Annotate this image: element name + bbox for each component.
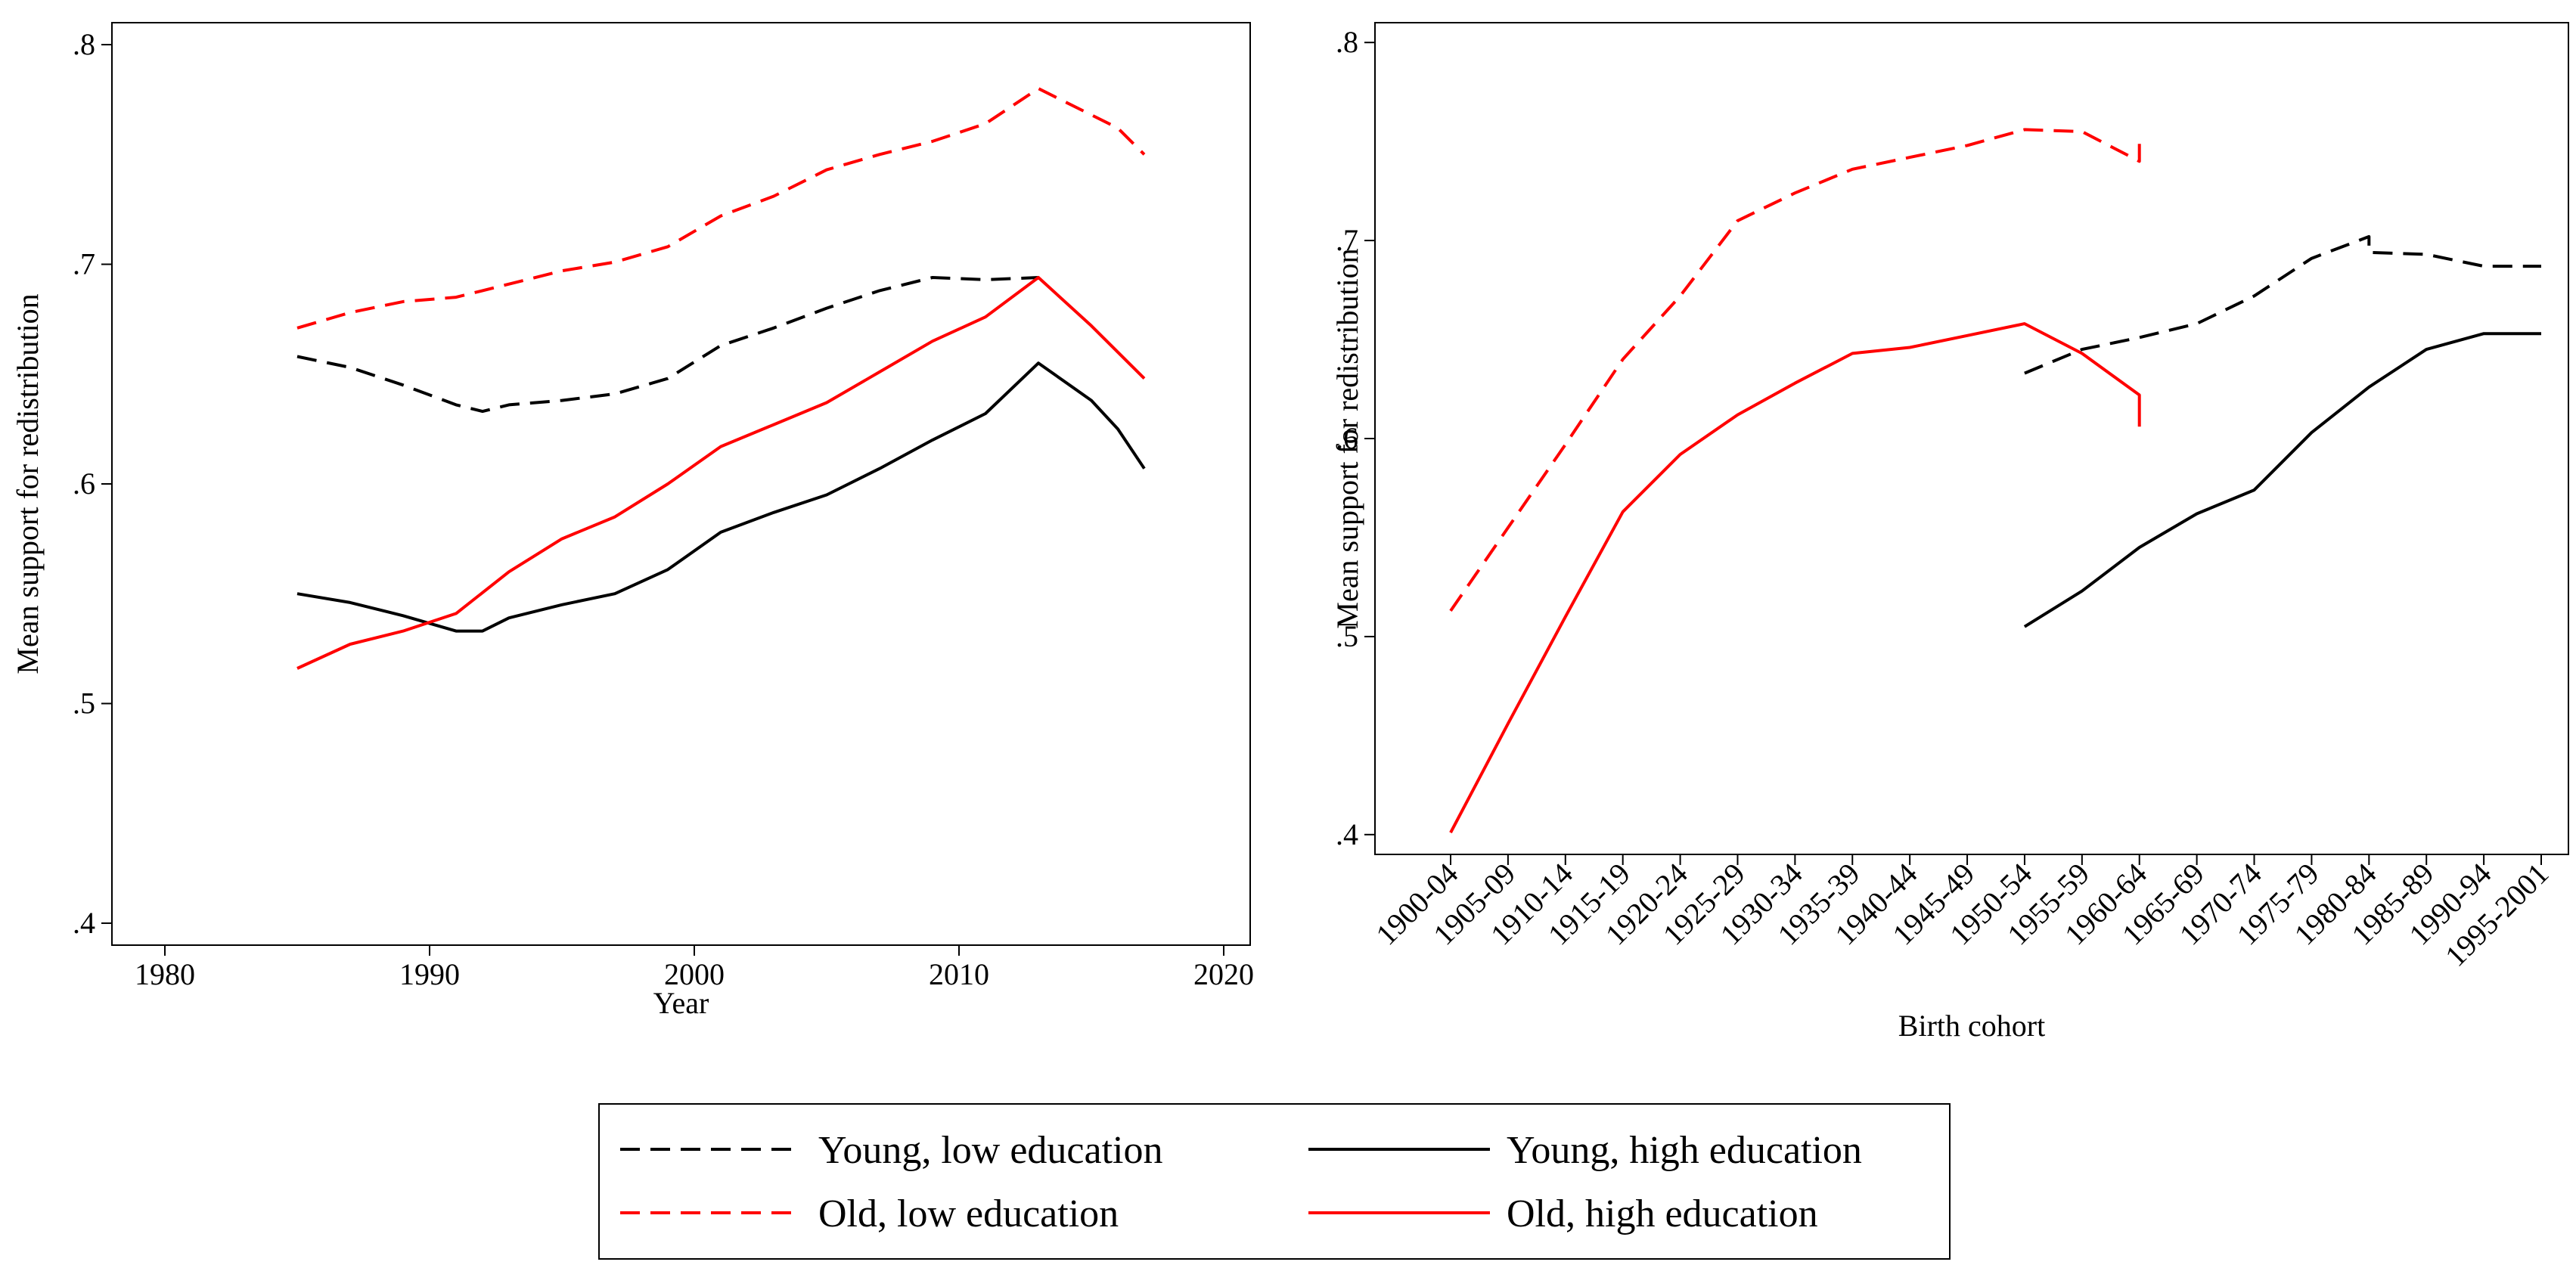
- series-group-cohort: [1449, 128, 2541, 834]
- series-line: [296, 276, 1146, 670]
- y-axis-cohort: .4 .5 .6 .7 .8: [1336, 25, 1375, 851]
- series-line: [2023, 332, 2541, 628]
- x-tick-label: 2010: [929, 957, 989, 991]
- series-group-year: [296, 87, 1146, 670]
- x-tick-label: 1980: [135, 957, 195, 991]
- legend-label: Young, high education: [1507, 1129, 1862, 1172]
- x-axis-title-cohort: Birth cohort: [1898, 1009, 2045, 1043]
- y-tick-label: .5: [73, 686, 95, 720]
- legend-box: [598, 1103, 1951, 1260]
- series-line: [296, 276, 1039, 414]
- x-tick-label: 1990: [399, 957, 460, 991]
- panel-year: .4 .5 .6 .7 .8 1980 1990 2000 2010 2020 Year Mea…: [11, 22, 1254, 1020]
- y-tick-label: .6: [73, 467, 95, 501]
- x-tick-label: 2000: [664, 957, 725, 991]
- y-tick-label: .6: [1336, 421, 1358, 455]
- y-tick-label: .4: [1336, 817, 1358, 851]
- y-tick-label: .5: [1336, 619, 1358, 653]
- series-line: [1449, 128, 2141, 612]
- y-tick-label: .8: [1336, 25, 1358, 59]
- y-axis-year: .4 .5 .6 .7 .8: [73, 27, 112, 940]
- y-axis-title-year: Mean support for redistribution: [11, 293, 45, 674]
- legend-label: Old, low education: [818, 1192, 1119, 1235]
- series-line: [2024, 234, 2541, 375]
- x-axis-year: 1980 1990 2000 2010 2020: [135, 945, 1254, 991]
- y-tick-label: .7: [1336, 223, 1358, 257]
- legend: Young, low education Young, high educatio…: [598, 1103, 1951, 1260]
- legend-label: Young, low education: [818, 1129, 1162, 1172]
- y-axis-title-cohort: Mean support for redistribution: [1330, 248, 1364, 628]
- series-line: [296, 87, 1146, 330]
- x-axis-title-year: Year: [653, 986, 709, 1020]
- y-tick-label: .7: [73, 247, 95, 281]
- y-tick-label: .8: [73, 27, 95, 61]
- y-tick-label: .4: [73, 906, 95, 940]
- legend-label: Old, high education: [1507, 1192, 1818, 1235]
- series-line: [1449, 322, 2141, 834]
- x-tick-label: 2020: [1193, 957, 1254, 991]
- series-line: [296, 361, 1146, 633]
